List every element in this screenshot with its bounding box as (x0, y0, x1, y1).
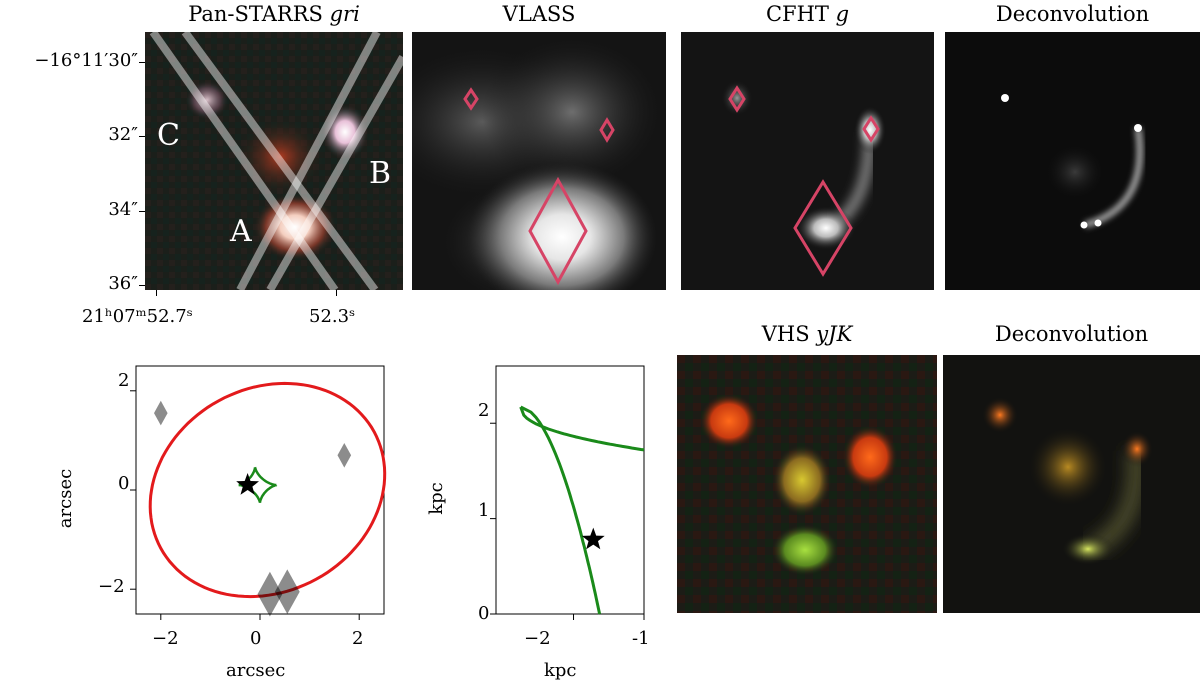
dec-tickmark (139, 62, 145, 63)
plot1-caustic (238, 466, 278, 503)
dec-tick-34: 34″ (108, 199, 138, 220)
cfht-image (681, 32, 934, 290)
ra-tickmark (336, 290, 337, 296)
panstarrs-image: A B C (145, 32, 403, 290)
plot2-source-star (581, 527, 605, 550)
dec-tick-32: 32″ (108, 124, 138, 145)
plot2-frame (495, 365, 645, 615)
vlass-image (412, 32, 666, 290)
dec-tick-36: 36″ (108, 273, 138, 294)
deconvolution-image-top (945, 32, 1200, 290)
plot2-xtick-neg2: −2 (524, 628, 551, 649)
title-vhs: VHS yJK (761, 322, 853, 346)
dec-tickmark (139, 211, 145, 212)
vlass-image-svg (412, 32, 666, 290)
plot2-caustic-lower (520, 405, 602, 615)
plot2-xtick-neg1: -1 (632, 628, 650, 649)
label-image-c: C (157, 118, 180, 153)
deconvolution-bottom-svg (943, 355, 1200, 613)
panstarrs-image-svg (145, 32, 403, 290)
ra-tick-52-7: 21ʰ07ᵐ52.7ˢ (82, 306, 193, 327)
plot1-frame (135, 365, 385, 615)
deconvolution-top-svg (945, 32, 1200, 290)
ra-tickmark (156, 290, 157, 296)
label-image-a: A (230, 214, 252, 249)
plot1-xlabel: arcsec (226, 660, 286, 681)
ra-tick-52-3: 52.3ˢ (309, 306, 356, 327)
plot2-ylabel: kpc (425, 482, 447, 515)
dec-tick-30: −16°11′30″ (34, 50, 138, 71)
plot2-xlabel: kpc (544, 660, 577, 681)
dec-tickmark (139, 285, 145, 286)
plot2-ytick-2: 2 (478, 400, 490, 421)
title-deconvolution-bottom: Deconvolution (994, 322, 1149, 346)
deconvolution-image-bottom (943, 355, 1200, 613)
plot2-caustic-upper (519, 406, 645, 452)
title-cfht: CFHT g (765, 2, 850, 26)
plot1-ytick-2: 2 (118, 370, 130, 391)
plot2-ytick-0: 0 (478, 603, 490, 624)
plot1-ytick-0: 0 (118, 473, 130, 494)
plot1-xtick-neg2: −2 (152, 628, 179, 649)
plot1-xtick-0: 0 (250, 628, 262, 649)
plot2-ytick-1: 1 (478, 500, 490, 521)
plot1-image-marker (274, 569, 300, 614)
dec-tickmark (139, 136, 145, 137)
plot1-ytick-neg2: −2 (98, 576, 125, 597)
plot1-image-marker (337, 443, 352, 468)
label-image-b: B (369, 156, 392, 191)
title-panstarrs: Pan-STARRS gri (188, 2, 360, 26)
title-deconvolution-top: Deconvolution (995, 2, 1150, 26)
vhs-image (677, 355, 937, 613)
plot1-image-marker (154, 400, 168, 426)
plot1-ylabel: arcsec (55, 468, 77, 529)
plot1-source-star (236, 473, 259, 495)
plot1-image-marker (257, 571, 283, 617)
title-vlass: VLASS (502, 2, 576, 26)
plot1-critical-curve (148, 381, 387, 599)
cfht-image-svg (681, 32, 934, 290)
plot1-xtick-2: 2 (352, 628, 364, 649)
vhs-image-svg (677, 355, 937, 613)
